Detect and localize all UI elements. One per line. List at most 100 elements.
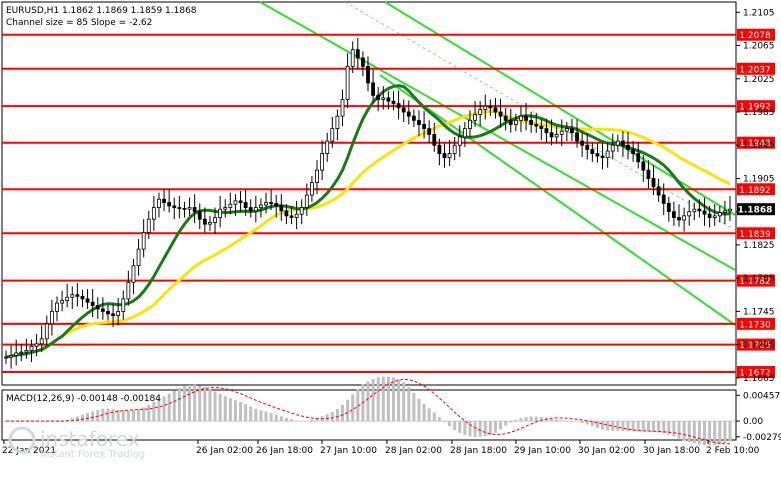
candle-body [253, 207, 258, 212]
candle-body [121, 298, 126, 312]
candle-body [131, 265, 136, 283]
watermark-brand: instaforex [40, 427, 140, 451]
level-tag-label: 1.2037 [739, 65, 771, 75]
macd-bar [560, 420, 564, 422]
macd-bar [244, 404, 248, 422]
candle-body [9, 355, 13, 358]
macd-bar [646, 421, 650, 432]
macd-bar [356, 389, 360, 422]
candle-body [157, 198, 161, 208]
level-tag-label: 1.1705 [739, 341, 771, 351]
macd-bar [188, 385, 192, 422]
macd-bar [284, 417, 288, 422]
macd-bar [111, 408, 115, 422]
candle-body [590, 148, 595, 154]
candle-body [570, 128, 574, 134]
candle-body [386, 97, 391, 102]
candle-body [376, 94, 381, 100]
candle-body [366, 65, 370, 84]
candle-body [192, 207, 197, 213]
x-tick-label: 26 Jan 02:00 [196, 446, 253, 456]
candle-body [442, 153, 447, 159]
candle-body [473, 114, 477, 121]
macd-bar [713, 421, 717, 446]
y-tick-label: 1.1745 [743, 307, 775, 317]
x-tick-label: 2 Feb 10:00 [706, 446, 760, 456]
level-tag [737, 366, 775, 379]
candle-body [401, 107, 406, 113]
candle-body [274, 202, 279, 207]
macd-bar [182, 386, 186, 422]
macd-bar [218, 394, 222, 422]
macd-bar [565, 420, 569, 422]
candle-body [478, 109, 483, 115]
x-tick-label: 30 Jan 18:00 [643, 446, 700, 456]
macd-bar [697, 421, 701, 445]
candle-body [70, 294, 75, 298]
candle-body [539, 125, 544, 130]
level-tag-label: 1.1672 [739, 369, 771, 379]
macd-bar [611, 421, 615, 431]
macd-bar [162, 396, 166, 422]
macd-bar [193, 384, 197, 422]
macd-bar [509, 421, 513, 423]
candle-body [646, 169, 651, 179]
candle-body [493, 107, 498, 113]
candle-body [330, 128, 335, 142]
macd-bar [249, 406, 253, 422]
macd-bar [677, 421, 681, 439]
y-tick-label: 1.1785 [743, 274, 775, 284]
candle-body [483, 105, 488, 110]
macd-bar [621, 421, 625, 431]
candle-body [422, 124, 426, 130]
macd-bar [723, 421, 727, 443]
macd-bar [142, 407, 146, 422]
macd-bar [402, 382, 406, 422]
macd-tick-label: -0.00279 [743, 433, 781, 443]
channel-line [379, 74, 736, 326]
candle-body [610, 144, 615, 152]
candle-body [299, 207, 304, 215]
candle-body [248, 207, 253, 212]
macd-bar [335, 408, 339, 422]
macd-bar [295, 420, 299, 422]
macd-bar [483, 421, 487, 437]
candle-body [488, 105, 493, 109]
candle-body [580, 140, 585, 146]
candle-body [24, 350, 29, 353]
macd-bar [351, 394, 355, 422]
candle-body [151, 207, 156, 220]
macd-bar [274, 414, 278, 422]
macd-bar [652, 421, 656, 432]
macd-bar [106, 408, 110, 422]
candle-body [29, 345, 34, 351]
macd-bar [381, 376, 385, 422]
candle-body [243, 202, 248, 208]
x-tick-label: 29 Jan 10:00 [514, 446, 571, 456]
macd-bar [376, 377, 380, 422]
candle-body [641, 161, 646, 171]
candle-body [259, 204, 263, 208]
candle-body [310, 182, 314, 196]
candle-body [697, 208, 702, 212]
macd-bar [504, 421, 508, 426]
macd-bar [631, 421, 635, 432]
macd-bar [595, 421, 599, 428]
candle-body [452, 144, 457, 154]
macd-bar [96, 409, 100, 422]
candle-body [49, 310, 54, 325]
level-tag-label: 1.1948 [739, 139, 771, 149]
macd-bar [458, 421, 462, 433]
candle-body [350, 49, 355, 67]
macd-bar [478, 421, 482, 437]
y-tick-label: 1.1985 [743, 108, 775, 118]
macd-bar [555, 419, 559, 422]
candle-body [340, 99, 345, 117]
y-tick-label: 1.1945 [743, 141, 775, 151]
watermark-tagline: Instant Forex Trading [40, 449, 145, 460]
macd-bar [233, 400, 237, 422]
level-tag [737, 100, 775, 113]
macd-bar [437, 417, 441, 422]
